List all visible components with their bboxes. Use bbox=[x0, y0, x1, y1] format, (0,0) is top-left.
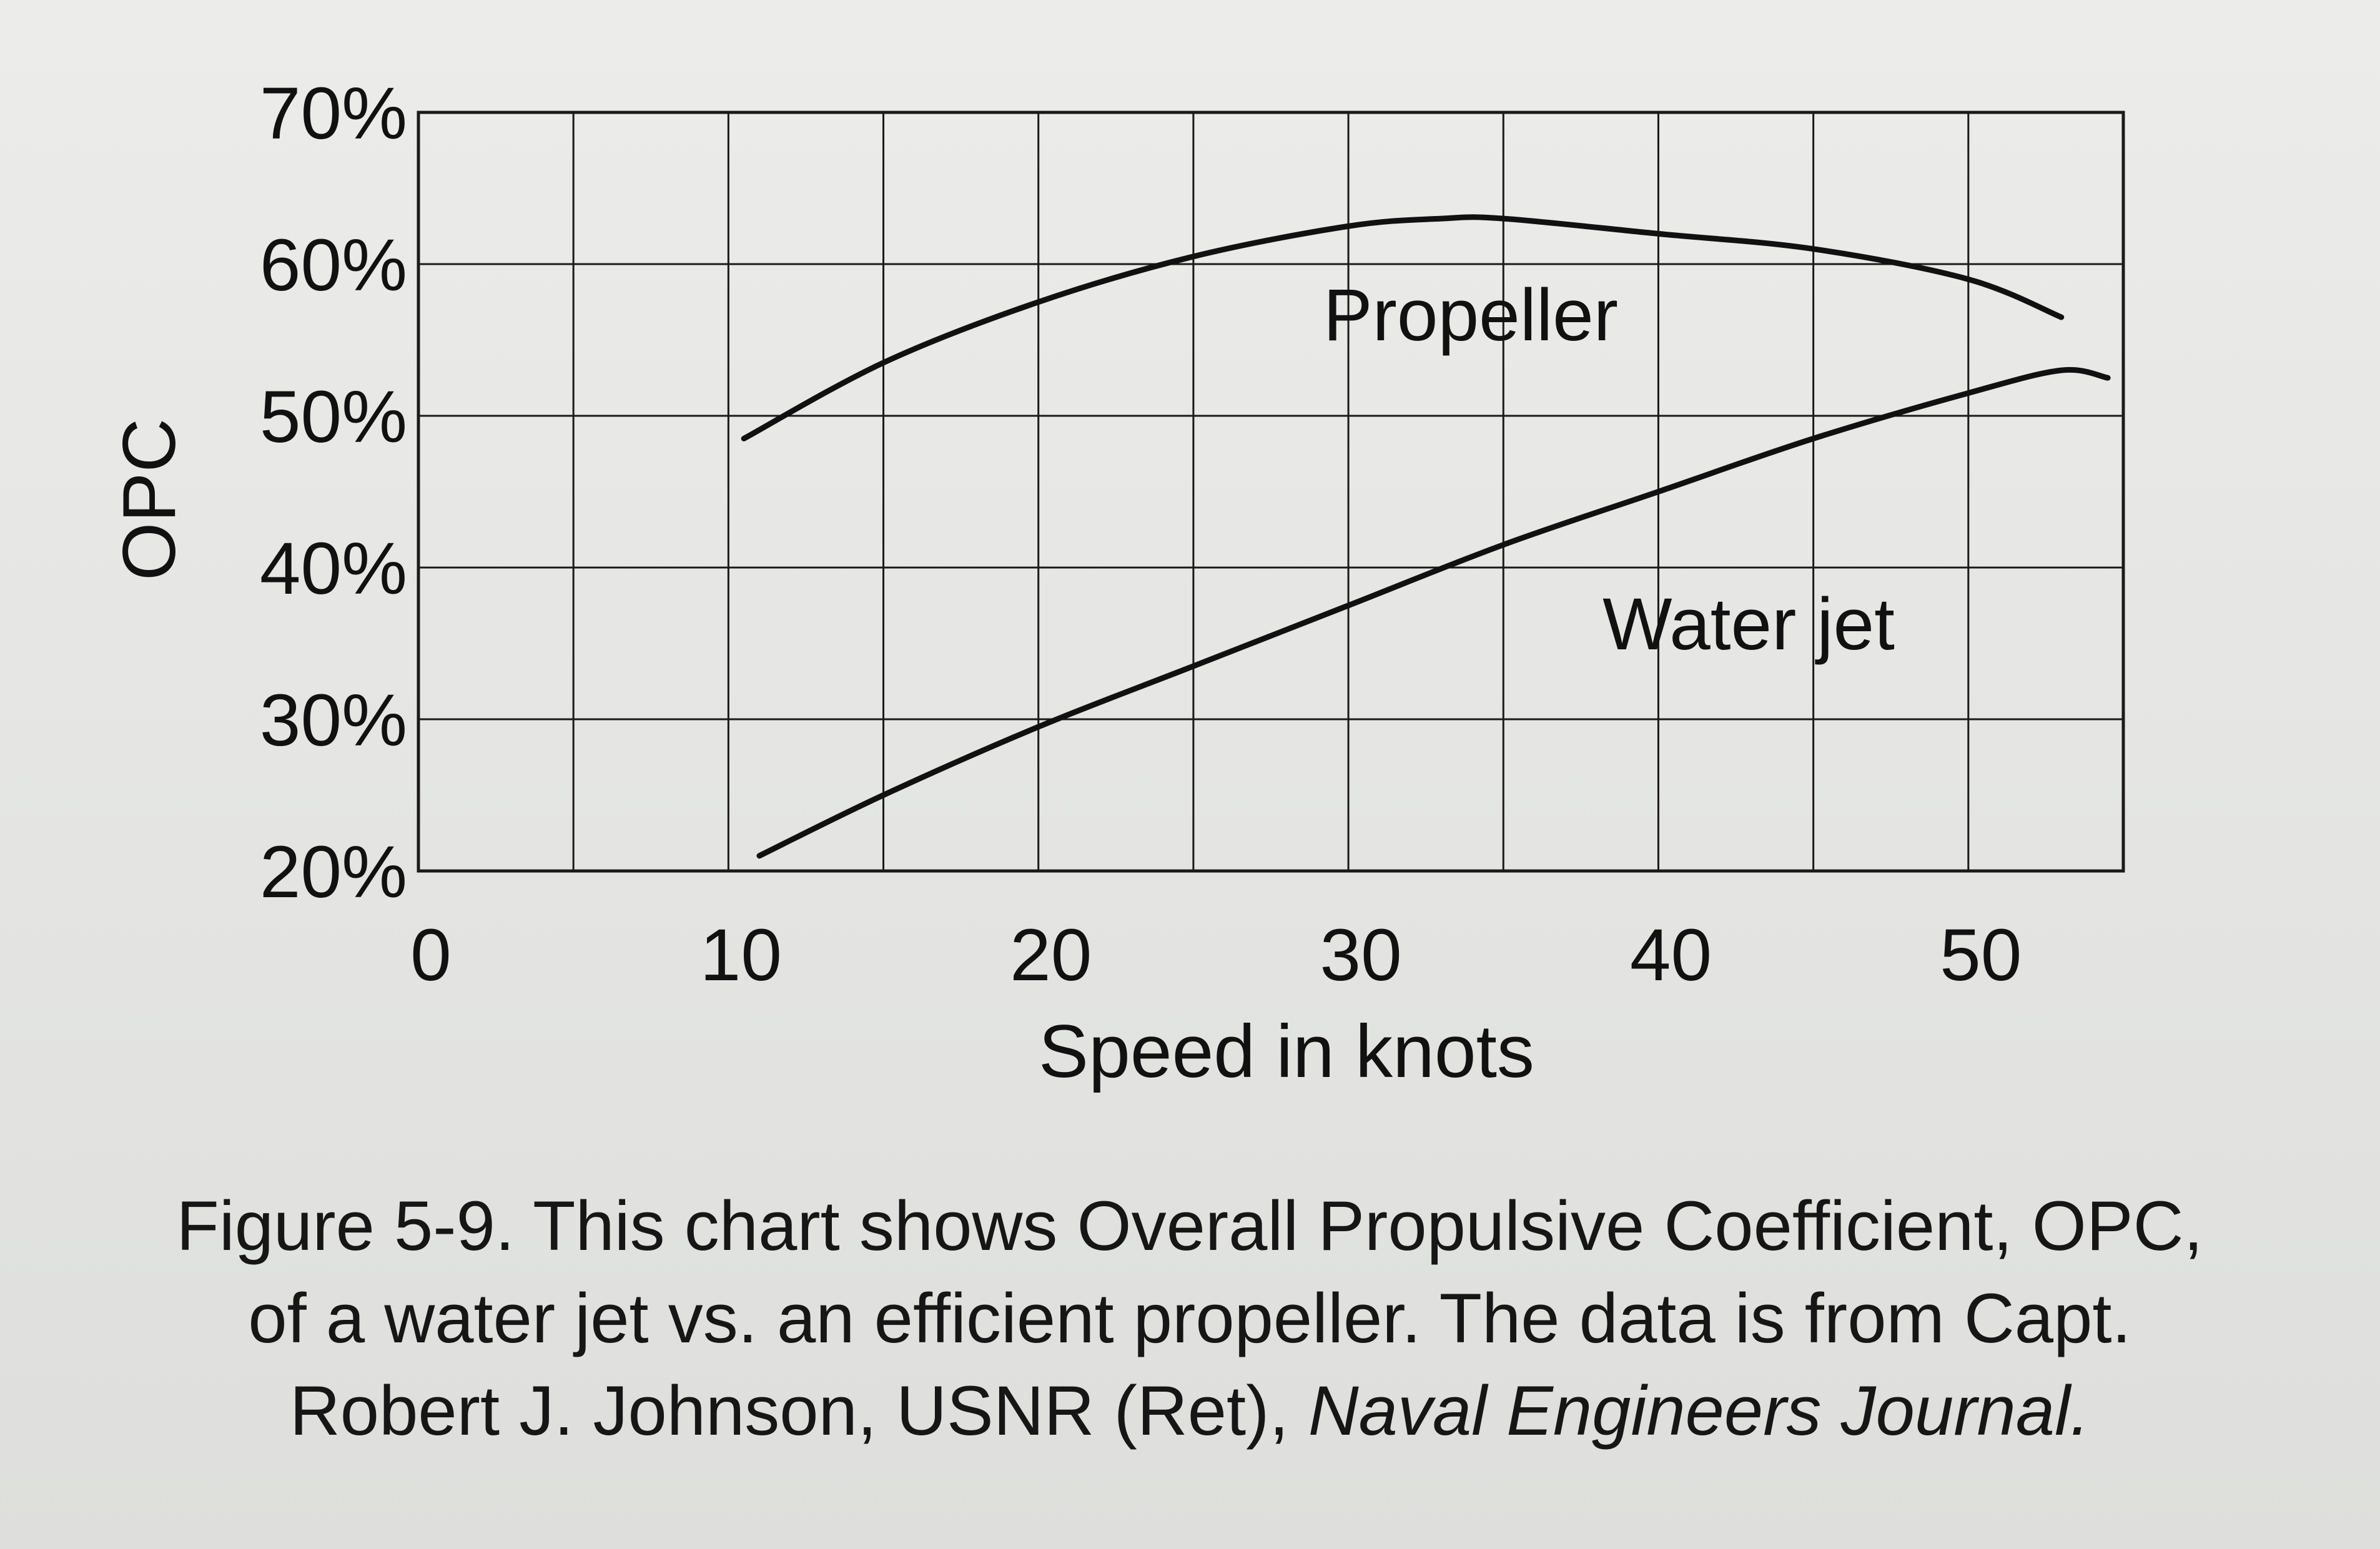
y-tick-label: 60% bbox=[260, 224, 407, 307]
x-tick-label: 10 bbox=[700, 914, 782, 996]
caption-line-2: of a water jet vs. an efficient propelle… bbox=[248, 1279, 2131, 1357]
y-tick-label: 30% bbox=[260, 679, 407, 762]
figure-caption: Figure 5-9. This chart shows Overall Pro… bbox=[37, 1180, 2342, 1457]
caption-line-1: Figure 5-9. This chart shows Overall Pro… bbox=[176, 1187, 2203, 1265]
caption-journal-name: Naval Engineers Journal. bbox=[1308, 1372, 2090, 1450]
chart-labels: 20% 30% 40% 50% 60% 70% 0 10 20 30 40 50 Propeller Wa… bbox=[260, 72, 2022, 996]
x-tick-label: 50 bbox=[1940, 914, 2022, 996]
y-tick-label: 50% bbox=[260, 376, 407, 458]
x-tick-label: 20 bbox=[1010, 914, 1092, 996]
chart-grid bbox=[417, 111, 2125, 873]
x-tick-label: 30 bbox=[1320, 914, 1401, 996]
series-line-propeller bbox=[741, 214, 2065, 441]
x-tick-label: 0 bbox=[410, 914, 452, 996]
series-line-water-jet bbox=[756, 366, 2111, 859]
opc-chart: 20% 30% 40% 50% 60% 70% 0 10 20 30 40 50 Propeller Wa… bbox=[107, 72, 2125, 1093]
y-axis-label: OPC bbox=[107, 418, 191, 581]
chart-series bbox=[741, 214, 2111, 859]
x-axis-label: Speed in knots bbox=[1039, 1010, 1534, 1093]
x-tick-label: 40 bbox=[1630, 914, 1712, 996]
series-label-propeller: Propeller bbox=[1323, 274, 1618, 357]
y-tick-label: 70% bbox=[260, 72, 407, 155]
y-tick-label: 20% bbox=[260, 831, 407, 913]
series-label-water-jet: Water jet bbox=[1602, 583, 1895, 666]
y-tick-label: 40% bbox=[260, 528, 407, 610]
caption-line-3: Robert J. Johnson, USNR (Ret), bbox=[289, 1372, 1308, 1450]
plot-frame bbox=[417, 111, 2125, 873]
